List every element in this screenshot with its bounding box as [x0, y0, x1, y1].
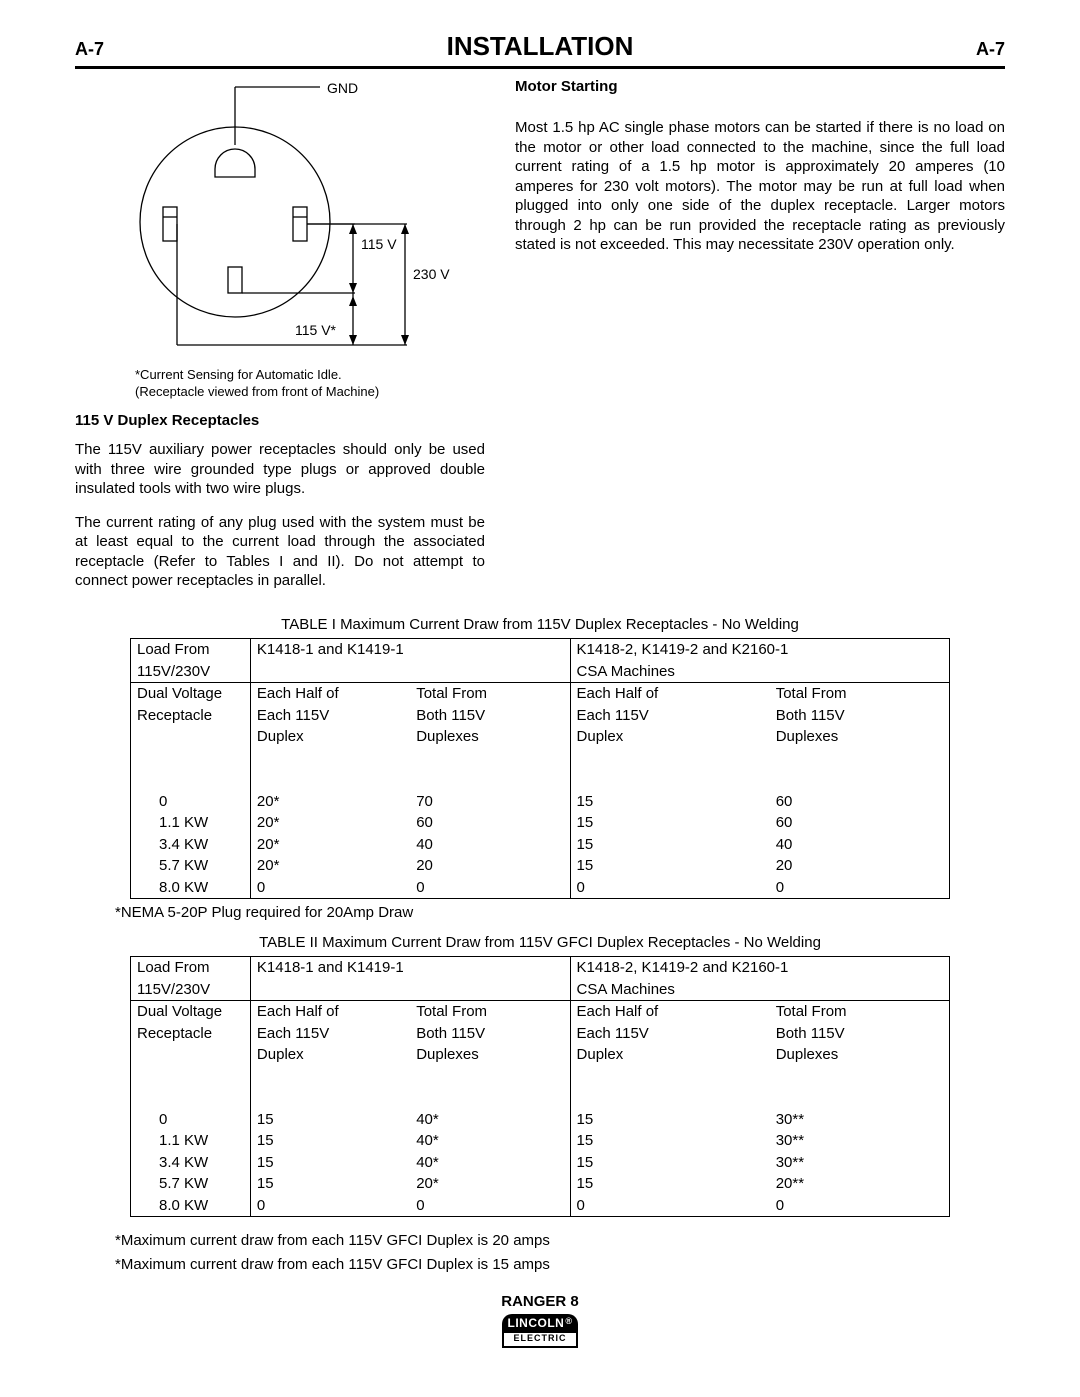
table-row: 1.1 KW1540*1530**: [131, 1130, 950, 1152]
right-paragraph-1: Most 1.5 hp AC single phase motors can b…: [515, 118, 1005, 255]
product-name: RANGER 8: [75, 1292, 1005, 1312]
page-header: A-7 INSTALLATION A-7: [75, 30, 1005, 69]
table1-footnote: *NEMA 5-20P Plug required for 20Amp Draw: [115, 903, 1005, 923]
table1-body: 020*7015601.1 KW20*6015603.4 KW20*401540…: [131, 791, 950, 899]
table2-body: 01540*1530**1.1 KW1540*1530**3.4 KW1540*…: [131, 1109, 950, 1217]
duplex-subhead: 115 V Duplex Receptacles: [75, 411, 485, 431]
diagram-footnote: *Current Sensing for Automatic Idle. (Re…: [135, 366, 485, 401]
table-row: 8.0 KW0000: [131, 877, 950, 899]
table2: Load From K1418-1 and K1419-1 K1418-2, K…: [130, 956, 950, 1217]
lincoln-logo: LINCOLN® ELECTRIC: [502, 1314, 579, 1348]
page-number-right: A-7: [976, 38, 1005, 61]
page-number-left: A-7: [75, 38, 104, 61]
diagram-gnd-label: GND: [327, 79, 358, 97]
table1-title: TABLE I Maximum Current Draw from 115V D…: [75, 615, 1005, 635]
table2-title: TABLE II Maximum Current Draw from 115V …: [75, 933, 1005, 953]
table-row: 3.4 KW20*401540: [131, 834, 950, 856]
diagram-115v-label: 115 V: [361, 235, 397, 253]
left-column: GND 115 V 230 V 115 V* *Current Sensing …: [75, 77, 485, 605]
table2-footnote1: *Maximum current draw from each 115V GFC…: [115, 1231, 1005, 1251]
right-column: Motor Starting Most 1.5 hp AC single pha…: [515, 77, 1005, 605]
table-row: 01540*1530**: [131, 1109, 950, 1131]
left-paragraph-2: The current rating of any plug used with…: [75, 513, 485, 591]
table2-footnote2: *Maximum current draw from each 115V GFC…: [115, 1255, 1005, 1275]
table-row: 3.4 KW1540*1530**: [131, 1152, 950, 1174]
table-row: 020*701560: [131, 791, 950, 813]
diagram-230v-label: 230 V: [413, 265, 450, 283]
left-paragraph-1: The 115V auxiliary power receptacles sho…: [75, 440, 485, 499]
table-row: 1.1 KW20*601560: [131, 812, 950, 834]
table-row: 5.7 KW20*201520: [131, 855, 950, 877]
upper-section: GND 115 V 230 V 115 V* *Current Sensing …: [75, 77, 1005, 605]
table1: Load From K1418-1 and K1419-1 K1418-2, K…: [130, 638, 950, 899]
diagram-115vstar-label: 115 V*: [295, 321, 336, 339]
table-row: 8.0 KW0000: [131, 1195, 950, 1217]
table-row: 5.7 KW1520*1520**: [131, 1173, 950, 1195]
page-title: INSTALLATION: [447, 30, 634, 64]
motor-subhead: Motor Starting: [515, 77, 1005, 97]
receptacle-diagram: GND 115 V 230 V 115 V*: [95, 77, 475, 362]
page-footer: RANGER 8 LINCOLN® ELECTRIC: [75, 1292, 1005, 1348]
